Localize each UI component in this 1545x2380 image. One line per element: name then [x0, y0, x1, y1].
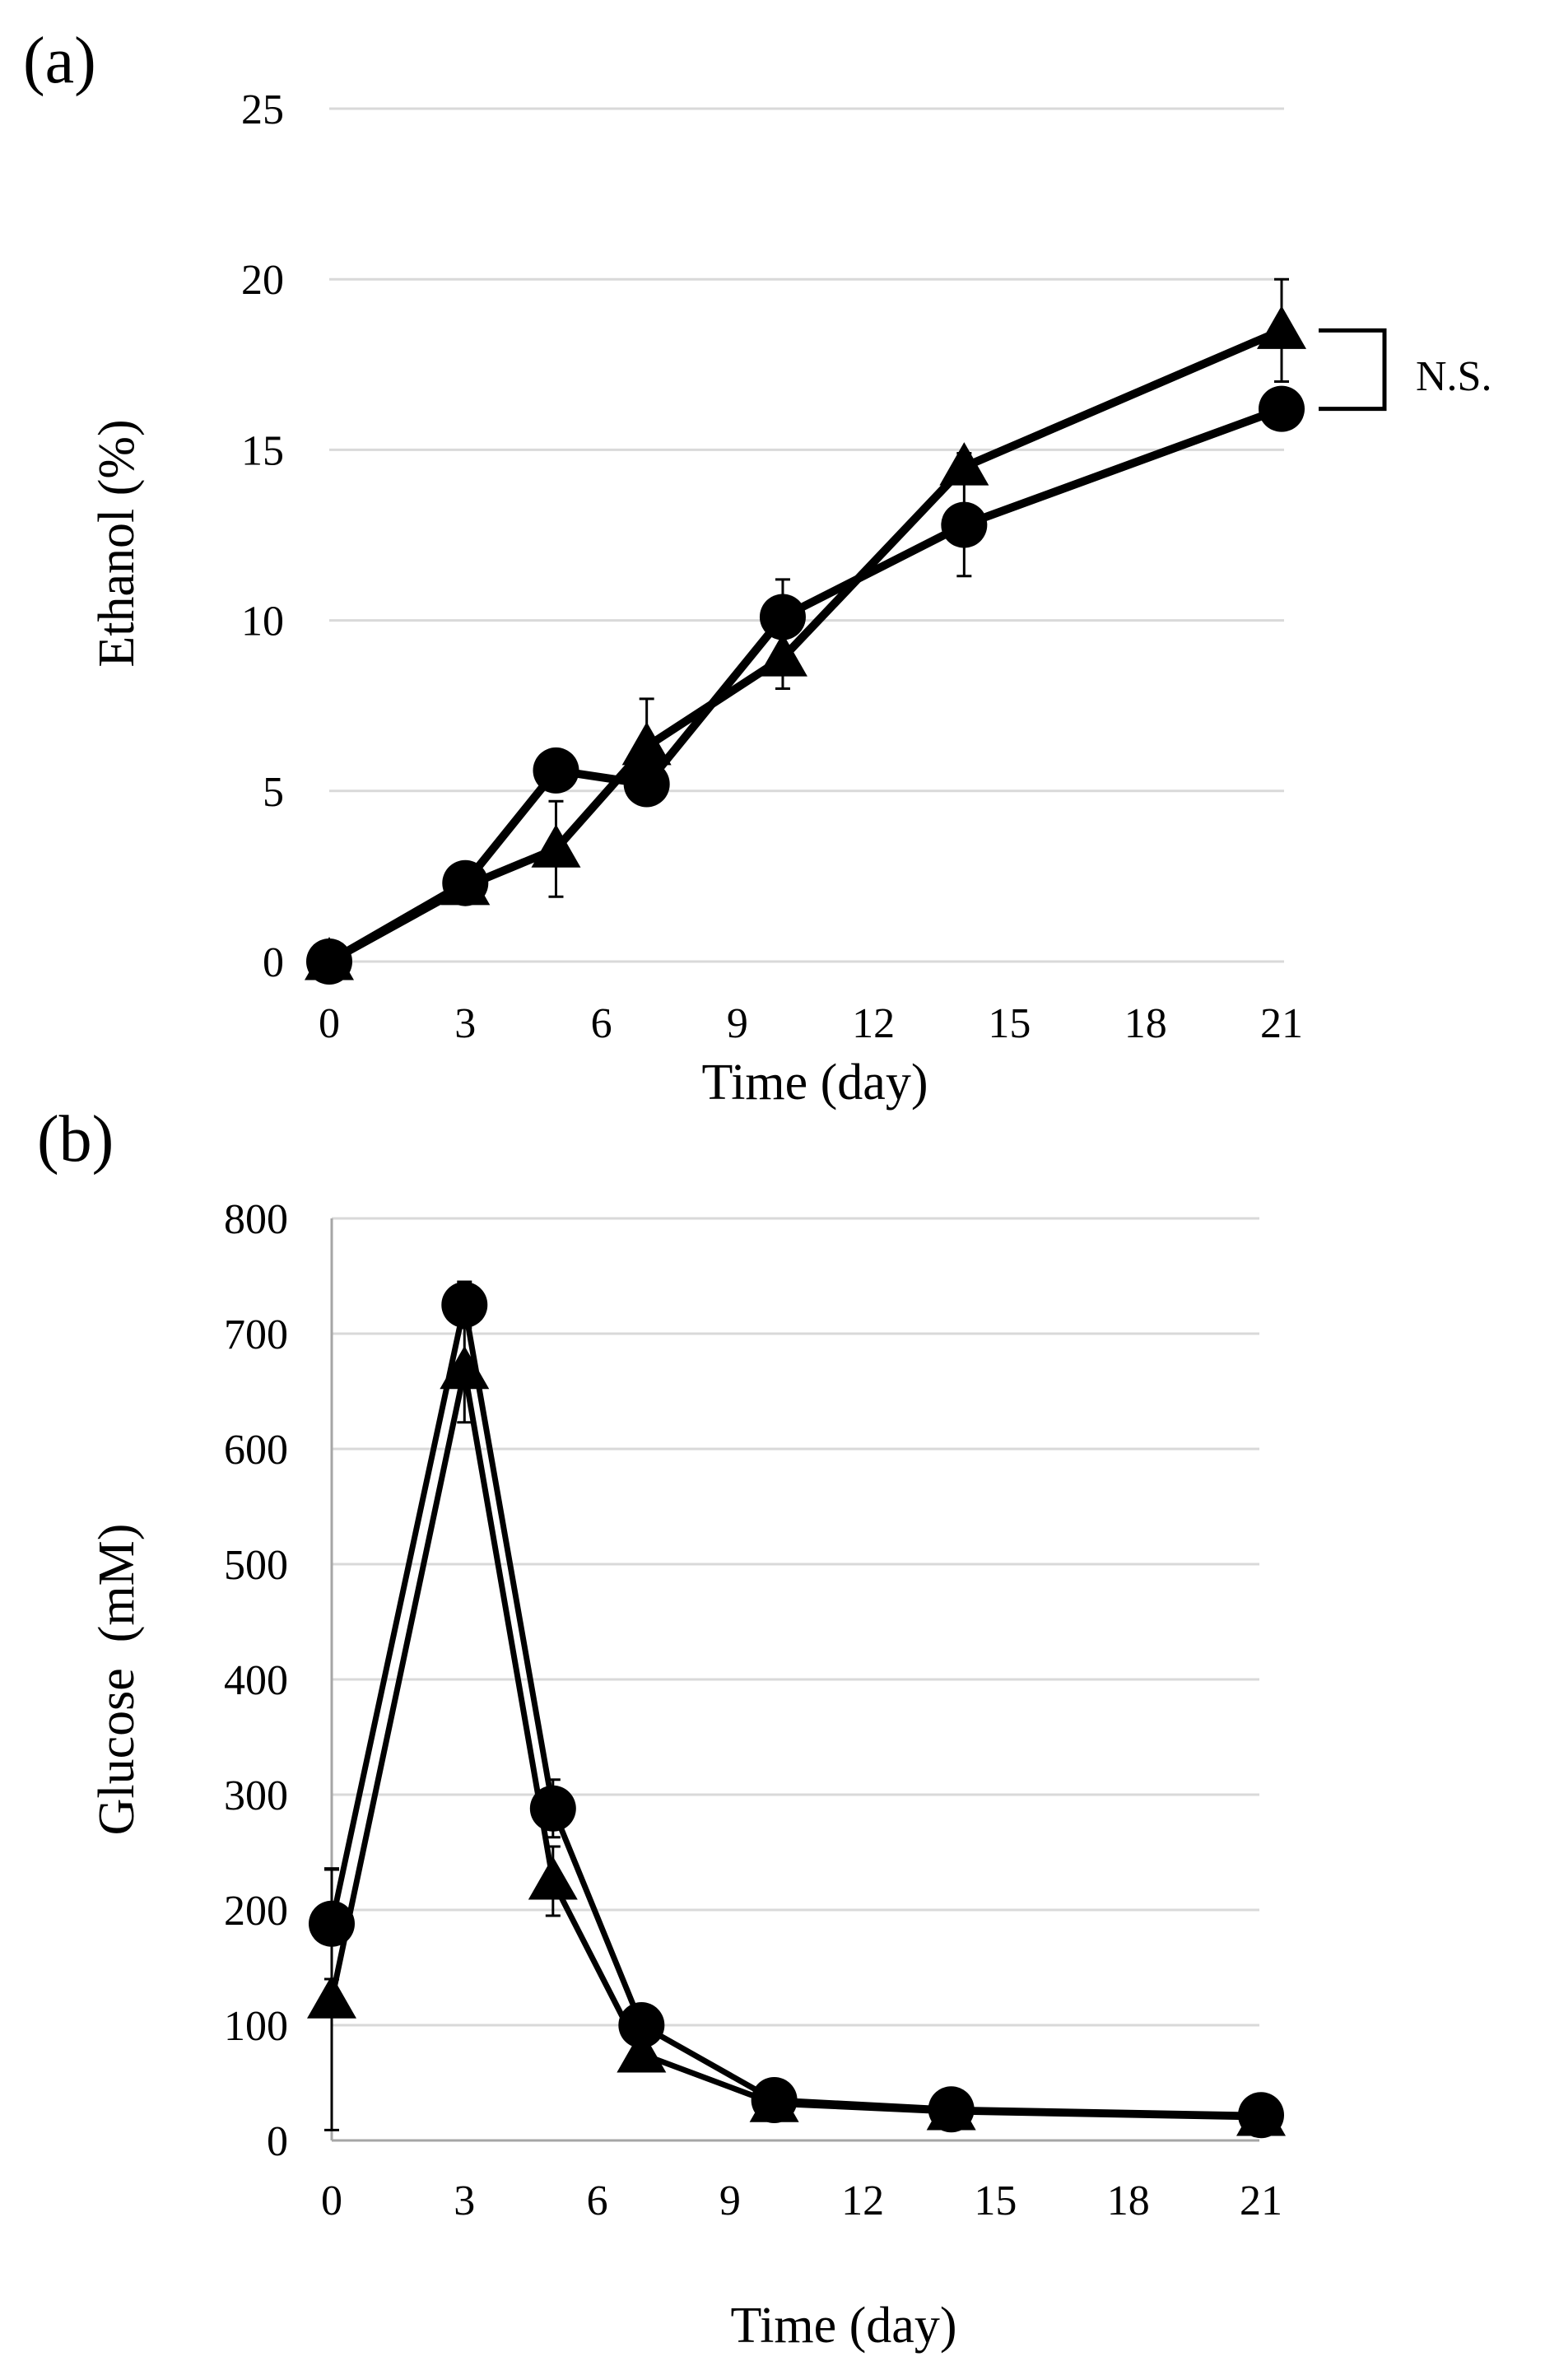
- glucose-y-tick-label: 800: [224, 1196, 288, 1243]
- glucose-y-tick-label: 0: [267, 2118, 288, 2165]
- glucose-x-tick-label: 21: [1240, 2177, 1282, 2224]
- glucose-triangle-point: [1236, 2093, 1286, 2136]
- ethanol-chart-panel: (a) Time (day) Ethanol (%) 0 5 10 15 20 25 0 3…: [23, 25, 1491, 1111]
- ethanol-triangle-point: [440, 861, 491, 906]
- ethanol-triangle-point: [621, 721, 672, 766]
- glucose-triangle-series-line: [328, 1367, 1262, 2121]
- ethanol-y-tick-label: 25: [241, 86, 284, 133]
- ethanol-y-tick-label: 10: [241, 598, 284, 645]
- glucose-y-tick-label: 300: [224, 1772, 288, 1819]
- ethanol-y-axis-title: Ethanol (%): [89, 419, 145, 667]
- ethanol-x-tick-label: 6: [591, 1000, 612, 1047]
- ethanol-y-tick-label: 0: [263, 939, 284, 986]
- glucose-y-ticks: 0 100 200 300 400 500 600 700 800: [224, 1196, 288, 2165]
- ethanol-triangle-point: [757, 633, 807, 677]
- glucose-triangle-point: [926, 2087, 976, 2131]
- glucose-circle-point: [309, 1900, 355, 1947]
- glucose-chart-panel: (b) Time (day) Glucose (mM) 0 100 200 300 40…: [37, 1103, 1286, 2354]
- glucose-triangle-point: [440, 1345, 490, 1390]
- glucose-y-tick-label: 200: [224, 1888, 288, 1935]
- glucose-circle-point: [529, 1785, 576, 1832]
- glucose-plot-area: [307, 1280, 1286, 2139]
- ethanol-x-axis-title: Time (day): [702, 1055, 928, 1111]
- ns-bracket: N.S.: [1319, 328, 1491, 412]
- glucose-x-ticks: 0 3 6 9 12 15 18 21: [321, 2177, 1282, 2224]
- glucose-x-tick-label: 15: [974, 2177, 1017, 2224]
- panel-a-label: (a): [23, 25, 96, 97]
- ethanol-triangle-point: [1257, 305, 1306, 349]
- ethanol-plot-area: [305, 277, 1306, 985]
- panel-b-label: (b): [37, 1103, 114, 1176]
- ethanol-x-tick-label: 9: [727, 1000, 748, 1047]
- glucose-y-tick-label: 400: [224, 1657, 288, 1704]
- glucose-triangle-point: [307, 1975, 356, 2019]
- ethanol-x-tick-label: 18: [1124, 1000, 1167, 1047]
- ethanol-circle-point: [1259, 385, 1305, 432]
- ethanol-circle-point: [941, 501, 988, 548]
- glucose-y-tick-label: 100: [224, 2003, 288, 2050]
- glucose-circle-point: [618, 2002, 665, 2048]
- ethanol-x-tick-label: 3: [454, 1000, 476, 1047]
- glucose-x-tick-label: 3: [454, 2177, 475, 2224]
- ethanol-x-tick-label: 12: [852, 1000, 895, 1047]
- glucose-x-tick-label: 6: [587, 2177, 608, 2224]
- glucose-y-tick-label: 500: [224, 1542, 288, 1589]
- glucose-x-tick-label: 0: [321, 2177, 342, 2224]
- ethanol-triangle-point: [531, 824, 581, 868]
- glucose-triangle-point: [749, 2079, 799, 2122]
- ethanol-x-tick-label: 21: [1260, 1000, 1303, 1047]
- glucose-triangle-point: [528, 1856, 578, 1900]
- glucose-y-tick-label: 600: [224, 1427, 288, 1474]
- glucose-triangle-point: [617, 2029, 667, 2073]
- glucose-circle-point: [441, 1282, 488, 1328]
- glucose-x-axis-title: Time (day): [731, 2298, 957, 2354]
- glucose-x-tick-label: 12: [841, 2177, 884, 2224]
- glucose-circle-series-line: [328, 1302, 1262, 2118]
- ethanol-x-tick-label: 15: [988, 1000, 1031, 1047]
- ethanol-x-ticks: 0 3 6 9 12 15 18 21: [319, 1000, 1303, 1047]
- ethanol-gridlines: [329, 107, 1284, 963]
- glucose-y-axis-title: Glucose (mM): [89, 1524, 145, 1836]
- glucose-x-tick-label: 9: [719, 2177, 741, 2224]
- ethanol-triangle-point: [305, 937, 354, 980]
- ethanol-circle-point: [759, 594, 806, 640]
- ethanol-y-tick-label: 15: [241, 427, 284, 474]
- glucose-x-tick-label: 18: [1107, 2177, 1150, 2224]
- ethanol-circle-point: [533, 747, 579, 794]
- ethanol-circle-point: [623, 761, 670, 808]
- ethanol-y-tick-label: 20: [241, 257, 284, 304]
- ethanol-y-ticks: 0 5 10 15 20 25: [241, 86, 284, 986]
- ns-annotation: N.S.: [1416, 353, 1491, 400]
- glucose-y-tick-label: 700: [224, 1311, 288, 1358]
- ethanol-x-tick-label: 0: [319, 1000, 340, 1047]
- ethanol-triangle-point: [939, 442, 989, 486]
- ethanol-y-tick-label: 5: [263, 769, 284, 816]
- ns-bracket-line: [1319, 328, 1387, 412]
